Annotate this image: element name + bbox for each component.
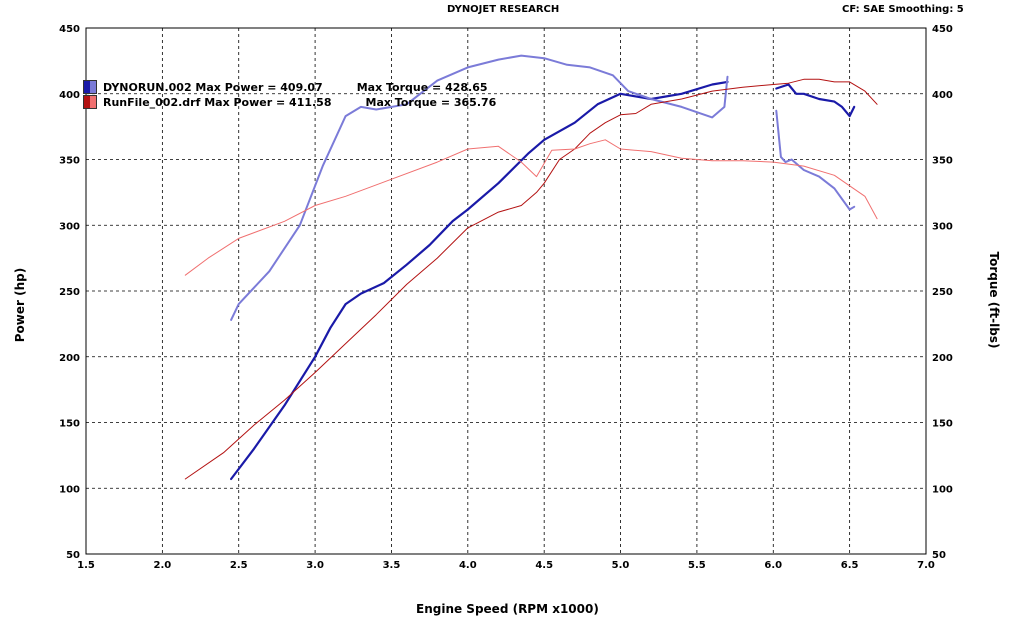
y-tick-label-left: 350 [59,156,80,167]
y-tick-label-left: 250 [59,287,80,298]
y-tick-label-left: 50 [66,550,80,561]
series-line-0 [230,80,729,481]
x-axis-label: Engine Speed (RPM x1000) [416,602,599,616]
y-tick-label-right: 150 [932,419,953,430]
y-tick-label-right: 50 [932,550,946,561]
x-tick-label: 5.5 [688,560,706,571]
y-tick-label-right: 200 [932,353,953,364]
legend-entry-runfile[interactable]: RunFile_002.drf Max Power = 411.58 Max T… [83,95,496,109]
y-tick-label-right: 400 [932,90,953,101]
legend-swatch-dynorun [83,80,97,94]
x-tick-label: 3.0 [306,560,324,571]
y-tick-label-left: 450 [59,24,80,35]
series-line-3 [775,109,856,211]
y-tick-label-right: 100 [932,484,953,495]
y-axis-label-left: Power (hp) [13,267,27,343]
series-line-4 [184,78,878,480]
chart-title: DYNOJET RESEARCH [447,4,560,15]
x-tick-label: 1.5 [77,560,95,571]
y-tick-label-left: 200 [59,353,80,364]
series-line-5 [184,139,878,276]
series-line-2 [230,54,729,321]
legend-label-dynorun-torque: Max Torque = 428.65 [356,80,488,94]
correction-factor-info: CF: SAE Smoothing: 5 [842,4,964,15]
x-tick-label: 6.5 [841,560,859,571]
legend-label-runfile-power: RunFile_002.drf Max Power = 411.58 [103,95,332,109]
legend-swatch-runfile [83,95,97,109]
x-tick-label: 3.5 [383,560,401,571]
series-line-1 [775,83,856,118]
legend-label-dynorun-power: DYNORUN.002 Max Power = 409.07 [103,80,323,94]
x-tick-label: 4.5 [535,560,553,571]
y-tick-label-left: 300 [59,221,80,232]
x-tick-label: 2.0 [154,560,172,571]
x-tick-label: 6.0 [764,560,782,571]
x-tick-label: 4.0 [459,560,477,571]
legend-label-runfile-torque: Max Torque = 365.76 [365,95,497,109]
x-tick-label: 5.0 [612,560,630,571]
y-tick-label-right: 350 [932,156,953,167]
y-axis-label-right: Torque (ft-lbs) [987,251,1001,349]
legend-entry-dynorun[interactable]: DYNORUN.002 Max Power = 409.07 Max Torqu… [83,80,488,94]
y-tick-label-left: 150 [59,419,80,430]
x-tick-label: 7.0 [917,560,935,571]
y-tick-label-right: 250 [932,287,953,298]
y-tick-label-right: 450 [932,24,953,35]
y-tick-label-left: 400 [59,90,80,101]
y-tick-label-left: 100 [59,484,80,495]
x-tick-label: 2.5 [230,560,248,571]
y-tick-label-right: 300 [932,221,953,232]
